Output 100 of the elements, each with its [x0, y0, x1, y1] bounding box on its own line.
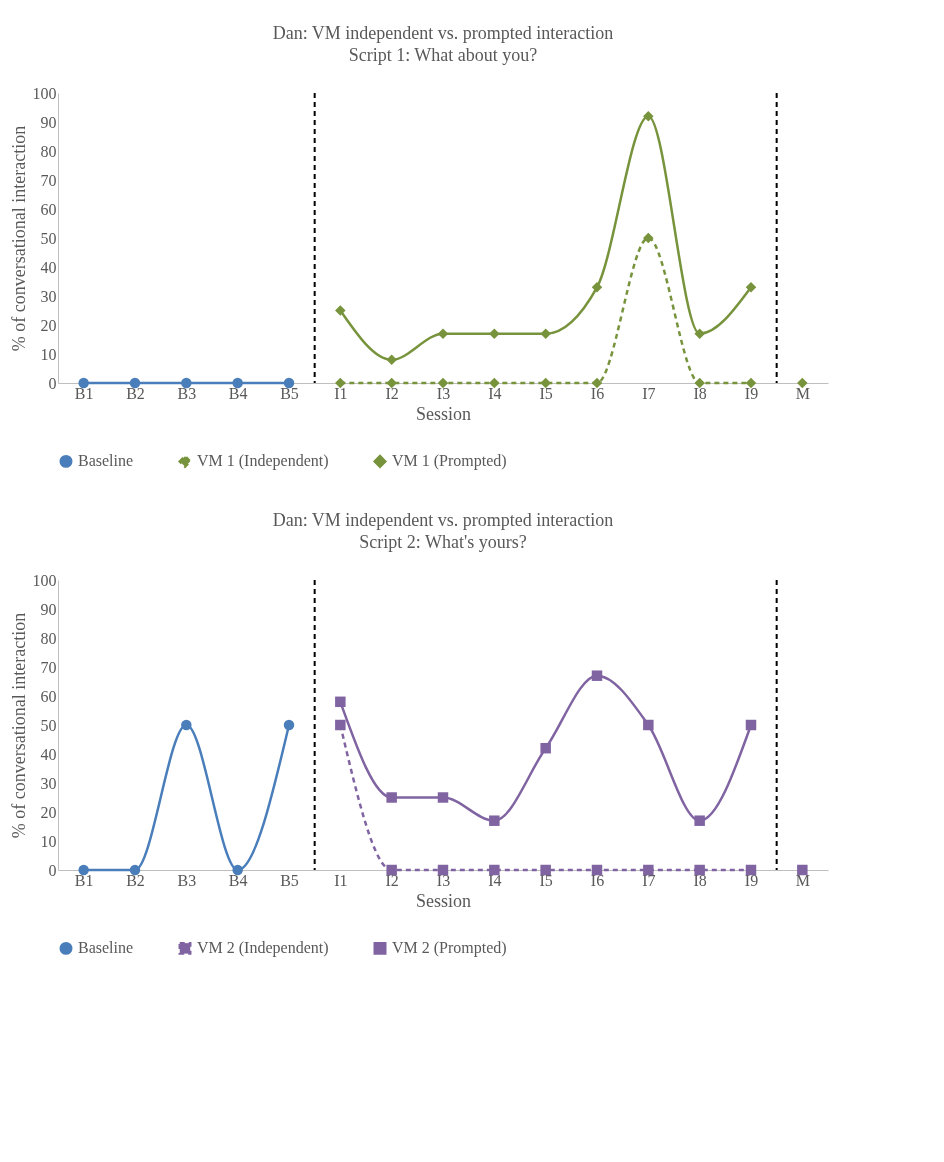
y-tick-label: 30: [40, 287, 57, 305]
x-tick-label: B2: [126, 384, 145, 402]
chart-title: Dan: VM independent vs. prompted interaction: [272, 23, 614, 43]
x-tick-label: I5: [539, 871, 553, 889]
y-tick-label: 10: [40, 345, 57, 363]
point: [489, 328, 500, 339]
y-tick-label: 40: [40, 745, 57, 763]
point: [386, 377, 397, 389]
point: [591, 377, 603, 389]
x-tick-label: B1: [74, 384, 94, 402]
point: [643, 232, 654, 244]
point: [335, 377, 346, 389]
point: [129, 864, 141, 876]
point: [283, 377, 295, 389]
x-axis-title: Session: [415, 890, 472, 911]
legend-label: VM 1 (Independent): [197, 452, 329, 471]
point: [591, 282, 603, 293]
x-tick-label: M: [795, 384, 810, 402]
x-tick-label: B1: [74, 871, 94, 889]
x-tick-label: B5: [280, 384, 299, 402]
y-tick-label: 70: [40, 171, 57, 189]
x-tick-label: B3: [177, 871, 197, 889]
point: [694, 864, 705, 876]
x-tick-label: B5: [280, 871, 299, 889]
y-tick-label: 60: [40, 200, 57, 218]
x-tick-label: I3: [436, 384, 451, 402]
y-tick-label: 50: [40, 229, 57, 247]
x-tick-label: B4: [228, 384, 248, 402]
point: [643, 719, 654, 731]
y-axis-title: % of conversational interaction: [8, 612, 29, 839]
y-tick-label: 20: [40, 316, 57, 334]
y-axis-title: % of conversational interaction: [8, 125, 29, 352]
legend-label: VM 1 (Prompted): [392, 452, 507, 471]
chart-subtitle: Script 2: What's yours?: [359, 532, 527, 552]
point: [437, 377, 449, 389]
point: [797, 864, 808, 876]
x-axis-title: Session: [415, 403, 472, 424]
y-tick-label: 0: [48, 374, 57, 392]
y-tick-label: 30: [40, 774, 57, 792]
legend-label: VM 2 (Independent): [197, 939, 329, 958]
legend-label: VM 2 (Prompted): [392, 939, 507, 958]
point: [437, 864, 449, 876]
y-tick-label: 80: [40, 629, 57, 647]
point: [181, 719, 192, 731]
point: [489, 377, 500, 389]
y-tick-label: 20: [40, 803, 57, 821]
point: [694, 328, 705, 339]
x-tick-label: I9: [744, 384, 759, 402]
y-tick-label: 80: [40, 142, 57, 160]
x-tick-label: B3: [177, 384, 197, 402]
point: [745, 719, 757, 731]
point: [335, 696, 346, 708]
point: [78, 864, 89, 876]
point: [78, 377, 89, 389]
legend-label: Baseline: [78, 452, 134, 470]
point: [232, 377, 243, 389]
chart-subtitle: Script 1: What about you?: [348, 45, 538, 65]
point: [335, 719, 346, 731]
point: [335, 305, 346, 316]
x-tick-label: M: [795, 871, 810, 889]
point: [694, 377, 705, 389]
point: [540, 377, 551, 389]
x-tick-label: I6: [590, 384, 605, 402]
point: [181, 377, 192, 389]
x-tick-label: I6: [590, 871, 605, 889]
point: [437, 328, 449, 339]
x-tick-label: I4: [488, 871, 502, 889]
point: [386, 354, 397, 366]
y-tick-label: 0: [48, 861, 57, 879]
point: [386, 792, 397, 803]
x-tick-label: I8: [693, 871, 707, 889]
x-tick-label: I2: [385, 384, 399, 402]
y-tick-label: 50: [40, 716, 57, 734]
legend-label: Baseline: [78, 939, 134, 957]
y-tick-label: 60: [40, 687, 57, 705]
x-tick-label: I8: [693, 384, 707, 402]
x-tick-label: I5: [539, 384, 553, 402]
point: [745, 282, 757, 293]
point: [643, 864, 654, 876]
point: [591, 864, 603, 876]
x-tick-label: B2: [126, 871, 145, 889]
y-tick-label: 90: [40, 113, 57, 131]
point: [437, 792, 449, 803]
point: [386, 864, 397, 876]
x-tick-label: B4: [228, 871, 248, 889]
y-tick-label: 90: [40, 600, 57, 618]
point: [540, 864, 551, 876]
point: [129, 377, 141, 389]
x-tick-label: I3: [436, 871, 451, 889]
y-tick-label: 70: [40, 658, 57, 676]
y-tick-label: 100: [32, 571, 57, 589]
x-tick-label: I1: [334, 871, 348, 889]
point: [745, 864, 757, 876]
point: [694, 815, 705, 826]
point: [489, 864, 500, 876]
x-tick-label: I4: [488, 384, 502, 402]
point: [540, 742, 551, 754]
point: [797, 377, 808, 389]
point: [591, 670, 603, 681]
point: [745, 377, 757, 389]
